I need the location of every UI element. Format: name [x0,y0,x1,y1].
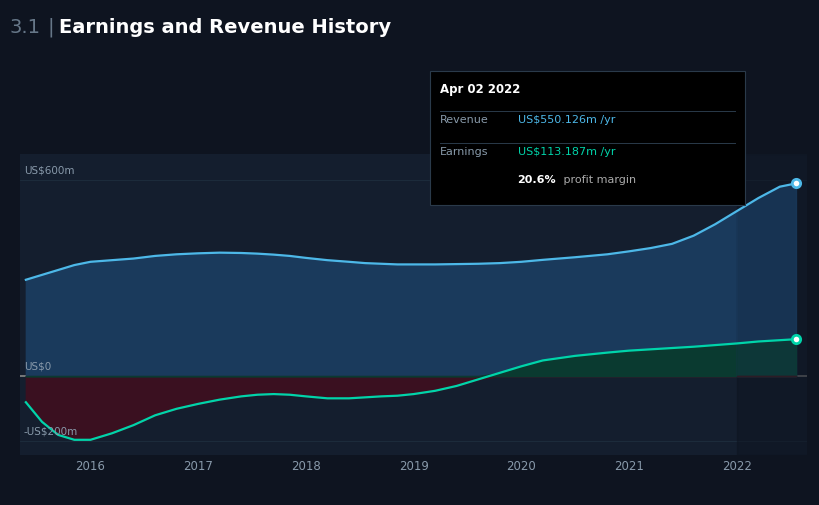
Text: US$113.187m /yr: US$113.187m /yr [518,147,615,158]
Text: profit margin: profit margin [560,175,636,185]
Text: |: | [48,18,54,37]
Text: Earnings and Revenue History: Earnings and Revenue History [59,18,391,37]
Bar [737,154,817,454]
Text: 20.6%: 20.6% [518,175,556,185]
Text: US$0: US$0 [24,362,51,372]
Text: 3.1: 3.1 [10,18,41,37]
Text: -US$200m: -US$200m [24,427,78,437]
Text: US$600m: US$600m [24,166,75,176]
Text: Earnings: Earnings [440,147,488,158]
Text: Revenue: Revenue [440,115,489,125]
Text: US$550.126m /yr: US$550.126m /yr [518,115,615,125]
Text: Apr 02 2022: Apr 02 2022 [440,83,520,96]
